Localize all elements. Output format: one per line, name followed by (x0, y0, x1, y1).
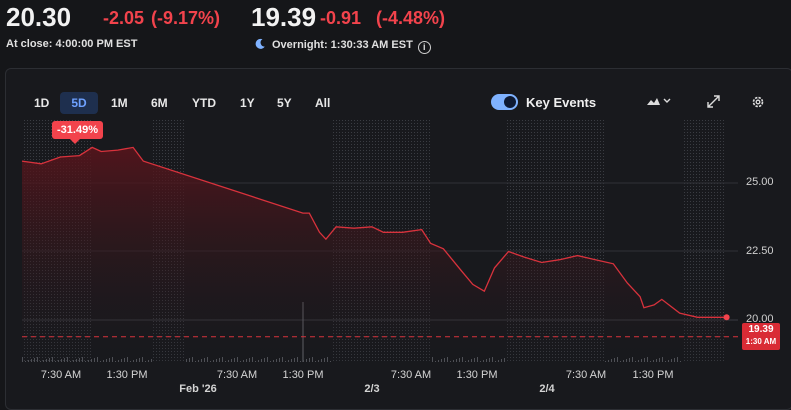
x-tick-label: 1:30 PM (282, 369, 324, 381)
key-events-label: Key Events (526, 95, 597, 110)
change-badge: -31.49% (52, 121, 103, 144)
settings-button[interactable] (751, 95, 765, 112)
chart-type-dropdown[interactable] (646, 95, 672, 110)
range-all[interactable]: All (315, 96, 331, 110)
overnight-change: -0.91 (320, 8, 362, 28)
range-1m[interactable]: 1M (111, 96, 128, 110)
range-ytd[interactable]: YTD (192, 96, 216, 110)
price-tag-value: 19.39 (748, 324, 774, 335)
close-change: -2.05 (103, 8, 145, 28)
key-events-toggle[interactable]: Key Events (491, 94, 596, 110)
moon-icon (255, 38, 265, 49)
x-tick-label: 1:30 PM (456, 369, 498, 381)
date-label: 2/3 (364, 383, 380, 395)
toggle-switch[interactable] (491, 94, 518, 110)
expand-icon (707, 95, 720, 108)
x-tick-label: 7:30 AM (565, 369, 607, 381)
range-1d[interactable]: 1D (34, 96, 50, 110)
overnight-row: Overnight: 1:30:33 AM EST i (254, 38, 431, 54)
close-price: 20.30 (6, 2, 72, 32)
gear-icon (752, 96, 764, 108)
overnight-price: 19.39 (251, 2, 317, 32)
range-5y[interactable]: 5Y (277, 96, 292, 110)
x-tick-label: 7:30 AM (390, 369, 432, 381)
x-tick-label: 1:30 PM (632, 369, 674, 381)
date-label: 2/4 (539, 383, 555, 395)
info-icon[interactable]: i (417, 41, 431, 54)
range-5d[interactable]: 5D (60, 92, 98, 114)
x-tick-label: 7:30 AM (216, 369, 258, 381)
overnight-label: Overnight: 1:30:33 AM EST (272, 39, 413, 51)
close-label: At close: 4:00:00 PM EST (6, 38, 138, 50)
date-label: Feb '26 (179, 383, 217, 395)
chart-panel (5, 68, 791, 410)
x-tick-label: 7:30 AM (40, 369, 82, 381)
close-change-pct: (-9.17%) (151, 8, 221, 28)
y-tick-label: 22.50 (746, 245, 774, 257)
price-tag-time: 1:30 AM (745, 337, 777, 346)
overnight-change-pct: (-4.48%) (376, 8, 446, 28)
range-1y[interactable]: 1Y (240, 96, 255, 110)
mountain-chart-icon (647, 98, 671, 105)
current-price-tag: 19.39 1:30 AM (742, 323, 780, 350)
range-6m[interactable]: 6M (151, 96, 168, 110)
expand-button[interactable] (707, 95, 720, 111)
y-tick-label: 25.00 (746, 176, 774, 188)
y-tick-label: 20.00 (746, 313, 774, 325)
x-tick-label: 1:30 PM (106, 369, 148, 381)
